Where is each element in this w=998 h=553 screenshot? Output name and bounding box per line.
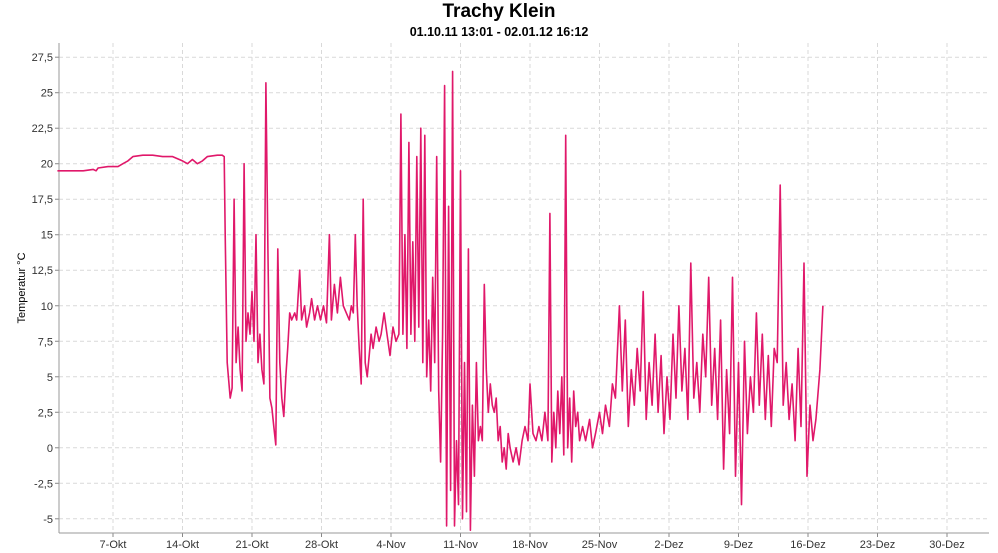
x-tick-label: 18-Nov [512,539,548,551]
x-tick-label: 23-Dez [860,539,895,551]
x-tick-label: 25-Nov [582,539,618,551]
y-tick-label: 27,5 [32,52,53,64]
x-tick-label: 14-Okt [166,539,199,551]
chart-title: Trachy Klein [442,1,556,22]
y-tick-label: -5 [43,514,53,526]
axes: 27,5 25 22,5 20 17,5 15 12,5 10 7,5 5 2,5 0 -2,5 -5 7-… [32,43,989,551]
y-tick-label: 12,5 [32,265,53,277]
y-tick-label: 17,5 [32,194,53,206]
y-tick-label: 2,5 [38,407,53,419]
y-tick-label: 22,5 [32,123,53,135]
y-tick-label: -2,5 [34,478,53,490]
y-tick-label: 25 [41,88,53,100]
x-tick-label: 4-Nov [376,539,406,551]
temperature-series-line [57,70,824,532]
x-tick-label: 11-Nov [443,539,478,551]
plot-background [59,43,989,533]
x-tick-label: 28-Okt [305,539,338,551]
chart-subtitle: 01.10.11 13:01 - 02.01.12 16:12 [409,25,589,39]
y-tick-label: 15 [41,230,53,242]
y-tick-label: 5 [47,372,53,384]
y-tick-label: 0 [47,443,53,455]
x-tick-label: 7-Okt [100,539,127,551]
x-tick-label: 2-Dez [654,539,683,551]
y-tick-label: 20 [41,159,53,171]
grid-lines [59,43,989,533]
y-tick-label: 10 [41,301,53,313]
series-layer [57,70,824,532]
x-tick-label: 30-Dez [929,539,964,551]
x-tick-label: 16-Dez [790,539,825,551]
x-tick-label: 9-Dez [724,539,753,551]
x-tick-label: 21-Okt [235,539,268,551]
y-axis-title: Temperatur °C [16,252,28,323]
y-tick-label: 7,5 [38,336,53,348]
